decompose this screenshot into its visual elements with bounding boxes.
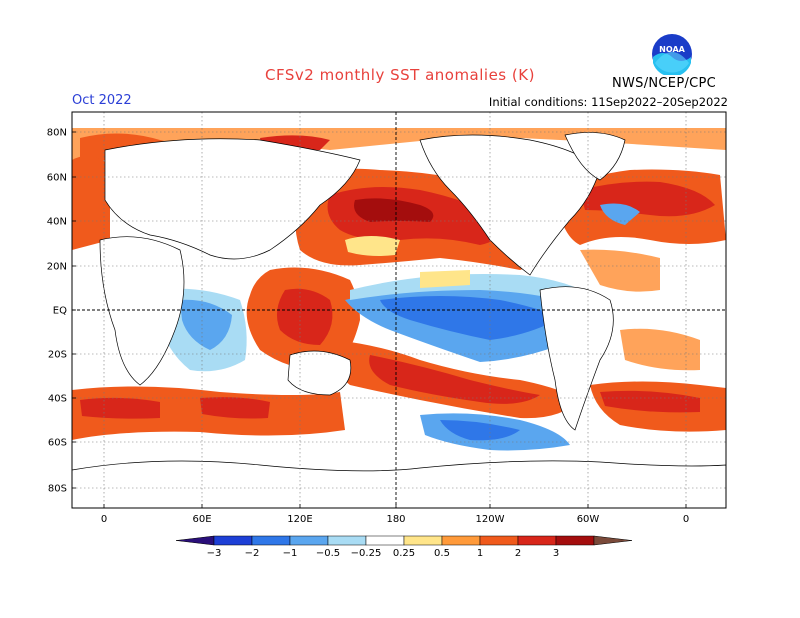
colorbar-label: 2 [515, 548, 521, 559]
colorbar-label: 1 [477, 548, 483, 559]
colorbar-swatch-1 [213, 535, 253, 546]
colorbar-swatch-8 [479, 535, 519, 546]
lat-label-60n: 60N [47, 173, 67, 184]
lon-label-1: 60E [192, 514, 211, 525]
lat-label-80s: 80S [48, 484, 67, 495]
lon-label-3: 180 [386, 514, 405, 525]
colorbar-swatch-4 [327, 535, 367, 546]
colorbar-swatch-3 [289, 535, 329, 546]
logo-text: NOAA [659, 45, 685, 54]
colorbar-swatch-9 [517, 535, 557, 546]
colorbar-label: 3 [553, 548, 559, 559]
colorbar: −3 −2 −1 −0.5 −0.25 0.25 0.5 1 2 3 [175, 535, 633, 559]
lon-label-2: 120E [287, 514, 312, 525]
colorbar-swatch-5 [365, 535, 405, 546]
lat-label-60s: 60S [48, 438, 67, 449]
colorbar-label: 0.5 [434, 548, 450, 559]
colorbar-label: −0.5 [316, 548, 340, 559]
colorbar-swatch-2 [251, 535, 291, 546]
colorbar-max-arrow [593, 535, 633, 546]
lat-label-40s: 40S [48, 394, 67, 405]
colorbar-label: −3 [207, 548, 222, 559]
map-title: CFSv2 monthly SST anomalies (K) [265, 66, 535, 84]
colorbar-label: 0.25 [393, 548, 415, 559]
anomaly-field [72, 128, 726, 508]
colorbar-swatch-10 [555, 535, 595, 546]
latitude-labels: 80N 60N 40N 20N EQ 20S 40S 60S 80S [47, 128, 67, 495]
colorbar-min-arrow [175, 535, 215, 546]
colorbar-label: −2 [245, 548, 260, 559]
graticule [72, 112, 726, 508]
lat-label-80n: 80N [47, 128, 67, 139]
colorbar-swatch-7 [441, 535, 481, 546]
lat-label-20n: 20N [47, 262, 67, 273]
agency-label: NWS/NCEP/CPC [612, 76, 717, 91]
lon-label-6: 0 [683, 514, 689, 525]
colorbar-label: −0.25 [351, 548, 382, 559]
forecast-month: Oct 2022 [72, 93, 132, 108]
colorbar-label: −1 [283, 548, 298, 559]
noaa-logo-icon: NOAA [652, 34, 692, 75]
lat-label-20s: 20S [48, 350, 67, 361]
longitude-labels: 0 60E 120E 180 120W 60W 0 [101, 514, 689, 525]
lat-label-eq: EQ [53, 306, 67, 317]
colorbar-swatch-6 [403, 535, 443, 546]
lon-label-5: 60W [577, 514, 600, 525]
lon-label-0: 0 [101, 514, 107, 525]
initial-conditions: Initial conditions: 11Sep2022–20Sep2022 [488, 95, 728, 109]
lon-label-4: 120W [476, 514, 505, 525]
lat-label-40n: 40N [47, 217, 67, 228]
